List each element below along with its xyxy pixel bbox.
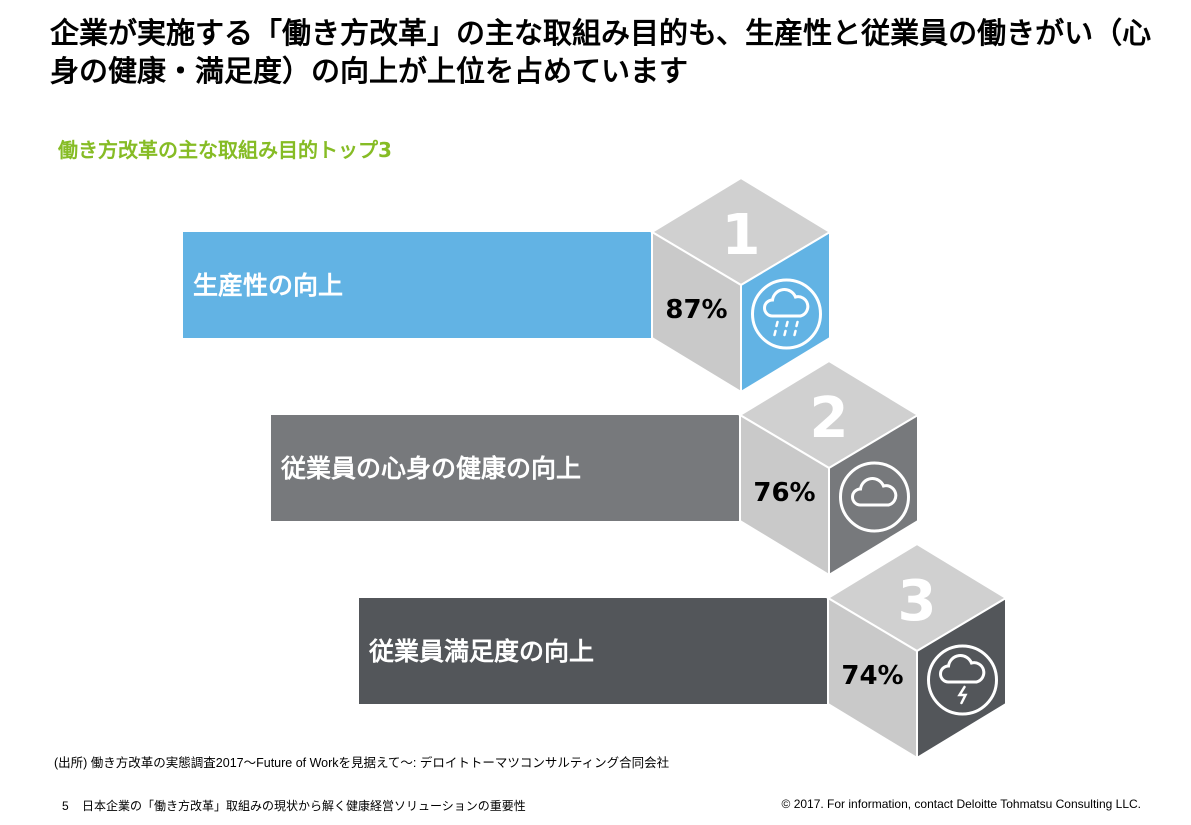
rank-number: 1 bbox=[722, 203, 761, 268]
rank-number: 3 bbox=[898, 569, 937, 634]
percent-value: 74% bbox=[841, 661, 903, 691]
label-bar bbox=[359, 598, 828, 704]
slide-title: 企業が実施する「働き方改革」の主な取組み目的も、生産性と従業員の働きがい（心身の… bbox=[50, 16, 1152, 88]
cube-right-face bbox=[828, 413, 919, 577]
item-label: 従業員満足度の向上 bbox=[368, 637, 594, 666]
rank-item-1: 生産性の向上 1 87% bbox=[183, 176, 832, 394]
percent-value: 87% bbox=[665, 295, 727, 325]
page-number: 5 bbox=[62, 799, 69, 813]
rank-number: 2 bbox=[810, 386, 849, 451]
rank-item-3: 従業員満足度の向上 3 74% bbox=[359, 542, 1008, 760]
source-note: (出所) 働き方改革の実態調査2017〜Future of Workを見据えて〜… bbox=[54, 756, 670, 770]
cube-right-face bbox=[916, 596, 1007, 760]
cloud-icon bbox=[839, 461, 910, 533]
label-bar bbox=[271, 415, 740, 521]
percent-value: 76% bbox=[753, 478, 815, 508]
cube-right-face bbox=[740, 230, 831, 394]
slide-subtitle: 働き方改革の主な取組み目的トップ3 bbox=[58, 138, 392, 162]
item-label: 従業員の心身の健康の向上 bbox=[280, 454, 581, 483]
item-label: 生産性の向上 bbox=[193, 271, 343, 300]
rank-item-2: 従業員の心身の健康の向上 2 76% bbox=[271, 359, 920, 577]
cloud-rain-icon bbox=[751, 278, 822, 350]
footer-copyright: © 2017. For information, contact Deloitt… bbox=[781, 797, 1141, 811]
cloud-lightning-icon bbox=[927, 644, 998, 716]
label-bar bbox=[183, 232, 652, 338]
footer-doc-title: 日本企業の「働き方改革」取組みの現状から解く健康経営ソリューションの重要性 bbox=[82, 799, 526, 813]
footer-left: 5 日本企業の「働き方改革」取組みの現状から解く健康経営ソリューションの重要性 bbox=[62, 797, 526, 814]
